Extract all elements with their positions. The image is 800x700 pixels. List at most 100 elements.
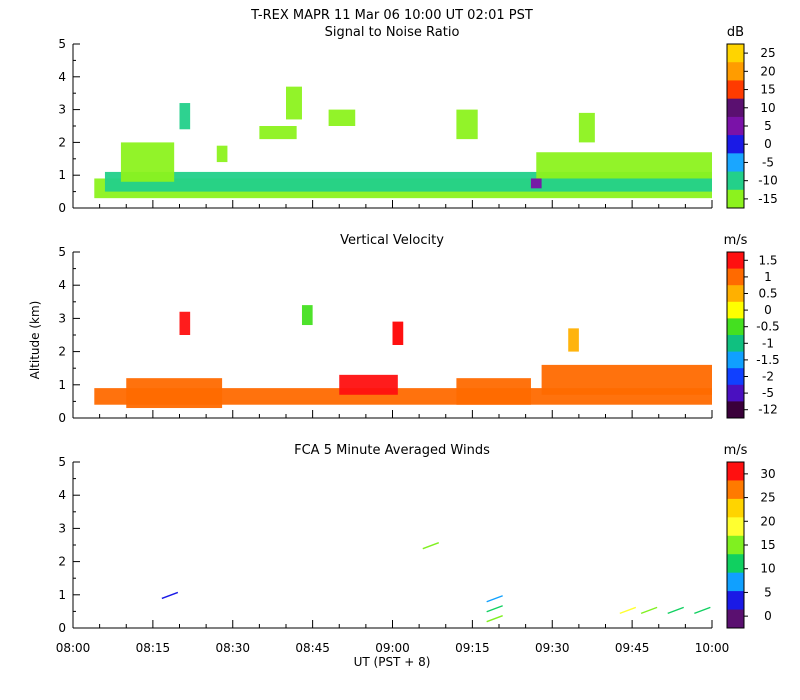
colorbar-swatch-5	[727, 135, 744, 154]
wind-barb-1	[422, 542, 440, 550]
data-region-1	[126, 378, 223, 409]
colorbar-label: -12	[758, 403, 778, 417]
data-region-8	[456, 109, 478, 140]
y-tick-label: 5	[58, 37, 66, 51]
colorbar-swatch-0	[727, 44, 744, 63]
colorbar-swatch-9	[727, 401, 744, 419]
colorbar-swatch-1	[727, 480, 744, 500]
colorbar-label: 20	[760, 64, 775, 78]
data-region-10	[530, 178, 542, 189]
panel-title: FCA 5 Minute Averaged Winds	[294, 443, 490, 458]
colorbar-label: 5	[764, 119, 772, 133]
y-tick-label: 1	[58, 378, 66, 392]
data-region-7	[328, 109, 356, 126]
panel-2: Vertical Velocity 0 1 2 3 4 5 m/s 1.5 1 0.5 0 -0.5 -1…	[58, 233, 779, 425]
wind-barb-5	[619, 606, 637, 615]
colorbar-swatch-7	[727, 171, 744, 191]
y-tick-label: 4	[58, 278, 66, 292]
data-region-3	[179, 103, 191, 130]
wind-barb-7	[667, 606, 684, 615]
colorbar-unit: m/s	[724, 233, 748, 248]
y-tick-label: 0	[58, 411, 66, 425]
colorbar-label: 25	[760, 491, 775, 505]
data-region-3	[456, 378, 531, 405]
x-tick-label: 09:00	[375, 641, 410, 655]
colorbar-label: 20	[760, 514, 775, 528]
x-tick-label: 08:45	[295, 641, 330, 655]
colorbar-swatch-8	[727, 609, 744, 629]
colorbar-label: -1.5	[756, 353, 779, 367]
x-tick-label: 09:45	[615, 641, 650, 655]
y-tick-label: 0	[58, 201, 66, 215]
panel-title: Vertical Velocity	[340, 233, 444, 248]
colorbar-label: 0	[764, 137, 772, 151]
y-tick-label: 5	[58, 455, 66, 469]
y-axis-label: Altitude (km)	[28, 301, 42, 380]
colorbar-swatch-3	[727, 301, 744, 319]
colorbar-label: 15	[760, 538, 775, 552]
colorbar-label: 30	[760, 467, 775, 481]
panel-title: Signal to Noise Ratio	[325, 25, 460, 40]
colorbar-unit: m/s	[724, 443, 748, 458]
y-tick-label: 1	[58, 168, 66, 182]
panels: Signal to Noise Ratio012345dB2520151050-…	[56, 25, 780, 655]
colorbar-swatch-8	[727, 189, 744, 209]
colorbar-swatch-3	[727, 98, 744, 118]
colorbar-label: 1.5	[758, 253, 777, 267]
data-region-2	[339, 374, 398, 395]
colorbar-swatch-7	[727, 368, 744, 386]
panel-1: Signal to Noise Ratio 0 1 2 3 4 5 dB 25 20 15 10 5 0 -…	[58, 25, 777, 215]
data-region-2	[120, 142, 175, 182]
data-region-6	[286, 86, 302, 120]
data-region-6	[301, 305, 313, 326]
colorbar-swatch-6	[727, 572, 744, 592]
wind-barb-0	[161, 591, 179, 600]
x-tick-label: 08:30	[215, 641, 250, 655]
data-region-11	[578, 112, 595, 143]
colorbar-swatch-7	[727, 591, 744, 611]
colorbar-swatch-4	[727, 535, 744, 555]
colorbar-swatch-1	[727, 268, 744, 286]
y-tick-label: 2	[58, 555, 66, 569]
colorbar-swatch-6	[727, 351, 744, 369]
wind-barb-8	[694, 606, 711, 615]
y-tick-label: 2	[58, 345, 66, 359]
colorbar-swatch-2	[727, 498, 744, 518]
colorbar-label: -2	[762, 370, 774, 384]
colorbar-label: -10	[758, 174, 778, 188]
data-region-9	[536, 152, 712, 179]
y-tick-label: 5	[58, 245, 66, 259]
data-region-5	[259, 126, 297, 140]
y-tick-label: 4	[58, 70, 66, 84]
x-tick-label: 09:30	[535, 641, 570, 655]
colorbar-swatch-4	[727, 116, 744, 136]
colorbar-label: -0.5	[756, 320, 779, 334]
colorbar-label: 0	[764, 609, 772, 623]
wind-barb-4	[486, 595, 503, 603]
x-tick-label: 09:15	[455, 641, 490, 655]
colorbar-swatch-4	[727, 318, 744, 336]
colorbar-label: 5	[764, 585, 772, 599]
colorbar-swatch-6	[727, 153, 744, 173]
y-tick-label: 1	[58, 588, 66, 602]
x-axis-label: UT (PST + 8)	[354, 655, 431, 669]
panel-3: FCA 5 Minute Averaged Winds 0 1 2 3 4 5 08:00 08…	[56, 443, 776, 655]
colorbar-swatch-0	[727, 252, 744, 270]
colorbar-frame	[726, 251, 745, 419]
y-tick-label: 3	[58, 521, 66, 535]
colorbar-swatch-3	[727, 517, 744, 537]
data-region-4	[541, 364, 712, 395]
colorbar-swatch-2	[727, 285, 744, 303]
colorbar-unit: dB	[727, 25, 744, 40]
y-tick-label: 3	[58, 311, 66, 325]
colorbar-swatch-2	[727, 80, 744, 100]
wind-barb-3	[486, 605, 503, 613]
colorbar-label: 0	[764, 303, 772, 317]
wind-barb-6	[640, 606, 658, 615]
y-tick-label: 2	[58, 135, 66, 149]
data-region-9	[568, 328, 579, 352]
colorbar-label: -5	[762, 386, 774, 400]
y-tick-label: 4	[58, 488, 66, 502]
x-tick-label: 10:00	[695, 641, 730, 655]
